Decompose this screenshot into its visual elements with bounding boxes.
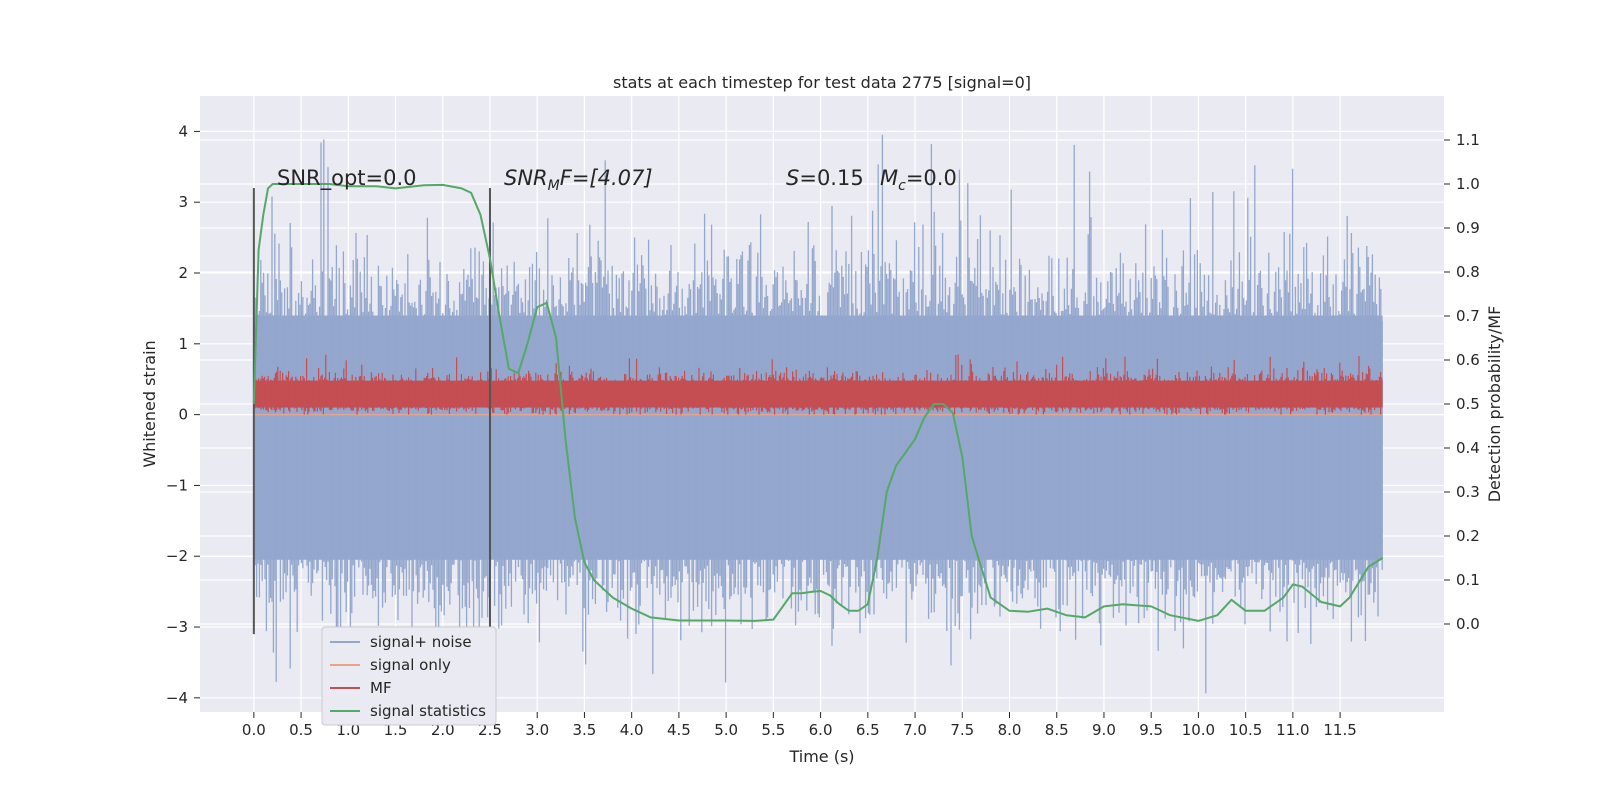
- y-right-tick-label: 0.3: [1456, 483, 1480, 501]
- x-tick-label: 7.0: [903, 721, 927, 739]
- x-tick-label: 4.0: [620, 721, 644, 739]
- annotation-snr-mf-sub: M: [548, 178, 560, 194]
- y-left-tick-label: −3: [166, 618, 188, 636]
- y-left-tick-label: 4: [178, 122, 188, 140]
- legend-label: MF: [370, 679, 392, 697]
- y-left-tick-label: 3: [178, 193, 188, 211]
- x-tick-label: 5.0: [714, 721, 738, 739]
- annotation-snr-opt: SNR_opt=0.0: [277, 166, 417, 191]
- y-left-tick-label: 0: [178, 406, 188, 424]
- y-right-tick-label: 0.8: [1456, 263, 1480, 281]
- annotation-snr-mf-rest: F=[4.07]: [560, 166, 653, 190]
- x-tick-label: 6.5: [856, 721, 880, 739]
- legend-label: signal only: [370, 656, 451, 674]
- series-signal-statistics: [252, 183, 1384, 622]
- y-left-tick-label: 2: [178, 264, 188, 282]
- x-tick-label: 3.0: [525, 721, 549, 739]
- legend-label: signal statistics: [370, 702, 486, 720]
- x-tick-label: 10.5: [1229, 721, 1262, 739]
- legend: signal+ noise signal only MF signal statist…: [321, 626, 497, 726]
- y-left-axis: 4 3 2 1 0 −1 −2 −3 −4: [166, 122, 200, 707]
- annotation-mc: Mc=0.0: [880, 166, 957, 194]
- x-tick-label: 4.5: [667, 721, 691, 739]
- y-right-tick-label: 0.0: [1456, 615, 1480, 633]
- y-left-axis-title: Whitened strain: [140, 340, 159, 467]
- x-tick-label: 9.0: [1092, 721, 1116, 739]
- y-right-axis-title: Detection probability/MF: [1485, 306, 1504, 503]
- x-tick-label: 0.5: [289, 721, 313, 739]
- x-axis-title: Time (s): [788, 747, 854, 766]
- x-tick-label: 0.0: [242, 721, 266, 739]
- y-right-tick-label: 1.0: [1456, 175, 1480, 193]
- y-right-tick-label: 0.6: [1456, 351, 1480, 369]
- y-right-axis: 1.1 1.0 0.9 0.8 0.7 0.6 0.5 0.4 0.3 0.2 0.1 0.0: [1444, 131, 1480, 633]
- annotation-mc-label: M: [880, 166, 898, 190]
- annotation-mc-value: =0.0: [906, 166, 957, 190]
- y-right-tick-label: 1.1: [1456, 131, 1480, 149]
- x-tick-label: 5.5: [761, 721, 785, 739]
- x-tick-label: 7.5: [950, 721, 974, 739]
- x-tick-label: 3.5: [573, 721, 597, 739]
- annotation-s-value: =0.15: [799, 166, 863, 190]
- x-tick-label: 11.5: [1323, 721, 1356, 739]
- x-tick-label: 11.0: [1276, 721, 1309, 739]
- y-right-tick-label: 0.7: [1456, 307, 1480, 325]
- y-left-tick-label: 1: [178, 335, 188, 353]
- y-right-tick-label: 0.5: [1456, 395, 1480, 413]
- y-left-tick-label: −4: [166, 689, 188, 707]
- annotation-snr-mf-base: SNR: [504, 166, 548, 190]
- y-right-tick-label: 0.4: [1456, 439, 1480, 457]
- annotation-mc-sub: c: [898, 178, 906, 194]
- annotation-s: S=0.15: [786, 166, 864, 190]
- x-tick-label: 8.0: [998, 721, 1022, 739]
- x-tick-label: 9.5: [1139, 721, 1163, 739]
- y-left-tick-label: −2: [166, 547, 188, 565]
- y-right-tick-label: 0.1: [1456, 571, 1480, 589]
- y-right-tick-label: 0.9: [1456, 219, 1480, 237]
- x-tick-label: 6.0: [809, 721, 833, 739]
- y-right-tick-label: 0.2: [1456, 527, 1480, 545]
- y-left-tick-label: −1: [166, 476, 188, 494]
- series-mf: [253, 354, 1383, 415]
- x-tick-label: 8.5: [1045, 721, 1069, 739]
- legend-box: [321, 626, 497, 726]
- annotation-s-label: S: [786, 166, 799, 190]
- annotation-snr-mf: SNRMF=[4.07]: [504, 166, 653, 194]
- signal-statistics-line: [252, 183, 1384, 622]
- x-tick-label: 10.0: [1182, 721, 1215, 739]
- legend-label: signal+ noise: [370, 633, 472, 651]
- chart-title: stats at each timestep for test data 277…: [613, 73, 1031, 92]
